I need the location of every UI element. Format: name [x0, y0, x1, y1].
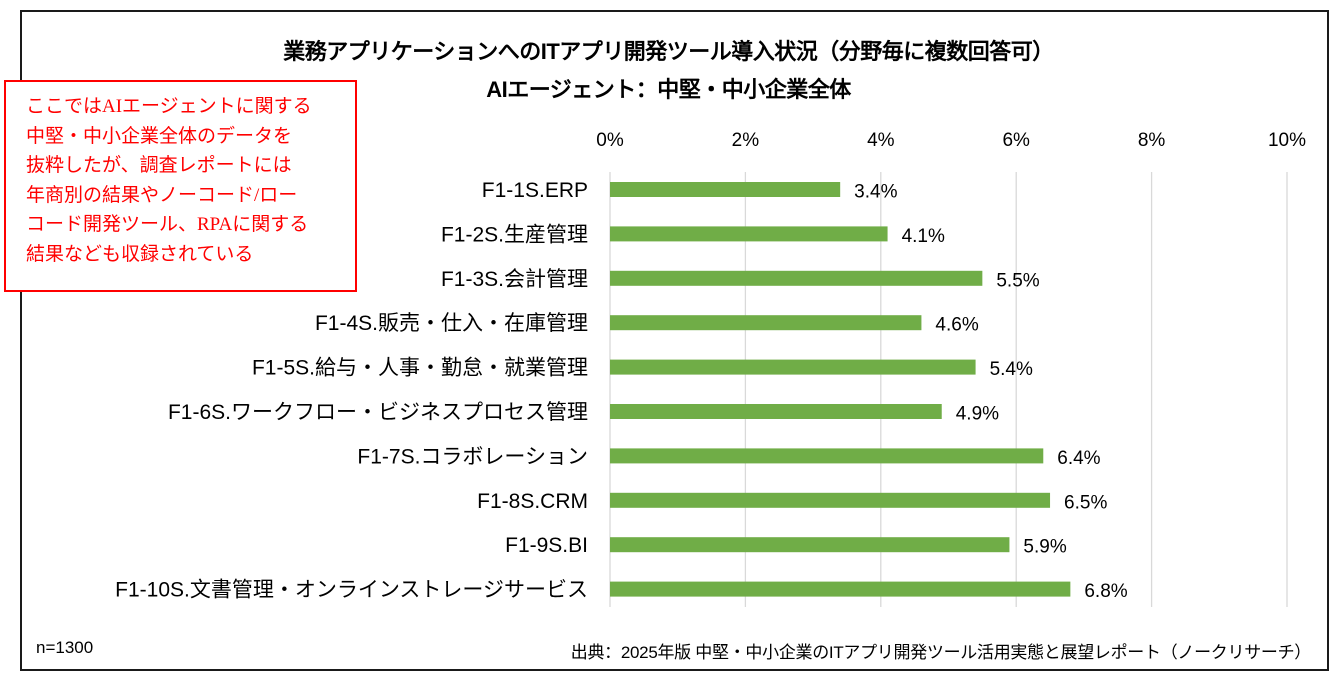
- x-tick-label: 10%: [1268, 130, 1306, 151]
- annotation-box: ここではAIエージェントに関する 中堅・中小企業全体のデータを 抜粋したが、調査…: [4, 80, 357, 292]
- x-tick-label: 2%: [732, 130, 760, 151]
- category-label: F1-2S.生産管理: [441, 223, 588, 246]
- data-label: 4.6%: [935, 315, 978, 336]
- data-label: 5.9%: [1023, 537, 1066, 558]
- x-tick-label: 0%: [596, 130, 624, 151]
- category-label: F1-8S.CRM: [477, 490, 588, 513]
- bar: [610, 581, 1071, 597]
- chart-subtitle: AIエージェント：中堅・中小企業全体: [486, 77, 851, 102]
- annotation-line: 中堅・中小企業全体のデータを: [26, 125, 293, 147]
- data-label: 5.5%: [996, 270, 1039, 291]
- category-label: F1-5S.給与・人事・勤怠・就業管理: [252, 357, 588, 380]
- source-citation: 出典：2025年版 中堅・中小企業のITアプリ開発ツール活用実態と展望レポート（…: [570, 643, 1312, 662]
- bar: [610, 492, 1051, 508]
- bar: [610, 537, 1010, 553]
- x-tick-label: 8%: [1138, 130, 1166, 151]
- category-label: F1-6S.ワークフロー・ビジネスプロセス管理: [168, 401, 588, 424]
- category-label: F1-9S.BI: [505, 534, 588, 557]
- annotation-line: 年商別の結果やノーコード/ロー: [26, 184, 298, 206]
- annotation-line: ここではAIエージェントに関する: [26, 96, 312, 117]
- data-label: 6.5%: [1064, 492, 1107, 513]
- annotation-line: 抜粋したが、調査レポートには: [26, 155, 292, 176]
- category-label: F1-10S.文書管理・オンラインストレージサービス: [115, 579, 588, 602]
- data-label: 6.8%: [1084, 581, 1127, 602]
- bar: [610, 226, 888, 242]
- bar: [610, 448, 1044, 464]
- category-label: F1-4S.販売・仕入・在庫管理: [315, 312, 588, 335]
- bar: [610, 315, 922, 331]
- category-label: F1-7S.コラボレーション: [357, 445, 588, 468]
- bar: [610, 359, 976, 375]
- x-tick-label: 4%: [867, 130, 895, 151]
- sample-size: n=1300: [36, 638, 94, 657]
- data-label: 5.4%: [990, 359, 1033, 380]
- data-label: 3.4%: [854, 182, 897, 203]
- data-label: 4.1%: [902, 226, 945, 247]
- category-label: F1-3S.会計管理: [441, 268, 588, 291]
- data-label: 4.9%: [956, 404, 999, 425]
- bar: [610, 270, 983, 286]
- category-label: F1-1S.ERP: [482, 179, 588, 202]
- annotation-line: コード開発ツール、RPAに関する: [26, 214, 309, 235]
- annotation-line: 結果なども収録されている: [26, 243, 254, 265]
- data-label: 6.4%: [1057, 448, 1100, 469]
- x-tick-label: 6%: [1002, 130, 1030, 151]
- bar: [610, 404, 942, 419]
- bar: [610, 182, 841, 197]
- chart-title: 業務アプリケーションへのITアプリ開発ツール導入状況（分野毎に複数回答可）: [283, 39, 1054, 64]
